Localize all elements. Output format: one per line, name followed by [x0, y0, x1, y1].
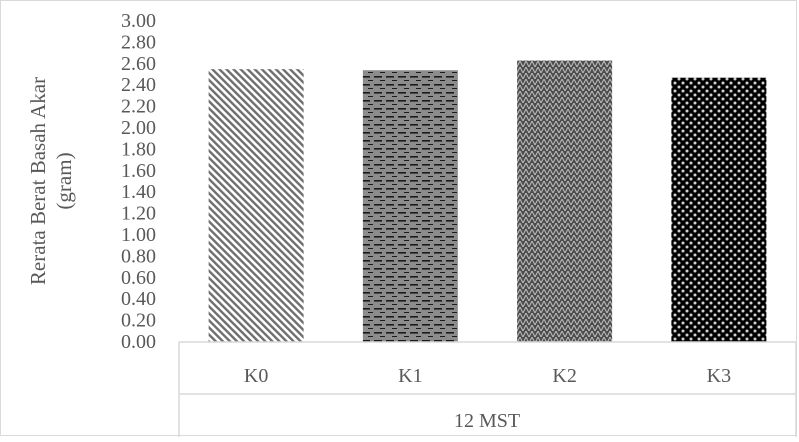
axes-layer [178, 341, 797, 437]
bars-layer [208, 60, 767, 343]
bar-k1 [362, 70, 458, 342]
y-tick-label: 1.20 [121, 203, 156, 225]
y-tick-label: 1.40 [121, 181, 156, 203]
y-axis-title-line2: (gram) [52, 152, 76, 209]
y-tick-label: 0.40 [121, 288, 156, 310]
y-tick-label: 3.00 [121, 10, 156, 32]
category-label-k1: K1 [398, 365, 422, 387]
bar-k2 [517, 60, 613, 343]
category-labels: K0 K1 K2 K3 [244, 365, 731, 387]
y-tick-label: 2.20 [121, 96, 156, 118]
bar-k3 [671, 77, 767, 343]
category-label-k3: K3 [707, 365, 731, 387]
y-tick-label: 2.00 [121, 117, 156, 139]
y-tick-label: 0.20 [121, 310, 156, 332]
y-axis-ticks: 0.000.200.400.600.801.001.201.401.601.80… [121, 10, 156, 353]
y-tick-label: 0.80 [121, 245, 156, 267]
category-label-k0: K0 [244, 365, 268, 387]
group-label: 12 MST [454, 410, 520, 432]
y-tick-label: 2.60 [121, 53, 156, 75]
y-tick-label: 1.60 [121, 160, 156, 182]
y-tick-label: 2.40 [121, 74, 156, 96]
y-tick-label: 2.80 [121, 31, 156, 53]
category-label-k2: K2 [552, 365, 576, 387]
y-tick-label: 0.00 [121, 331, 156, 353]
y-tick-label: 0.60 [121, 267, 156, 289]
y-tick-label: 1.80 [121, 138, 156, 160]
bar-k0 [208, 69, 304, 343]
y-axis-title-line1: Rerata Berat Basah Akar [26, 77, 50, 285]
y-tick-label: 1.00 [121, 224, 156, 246]
